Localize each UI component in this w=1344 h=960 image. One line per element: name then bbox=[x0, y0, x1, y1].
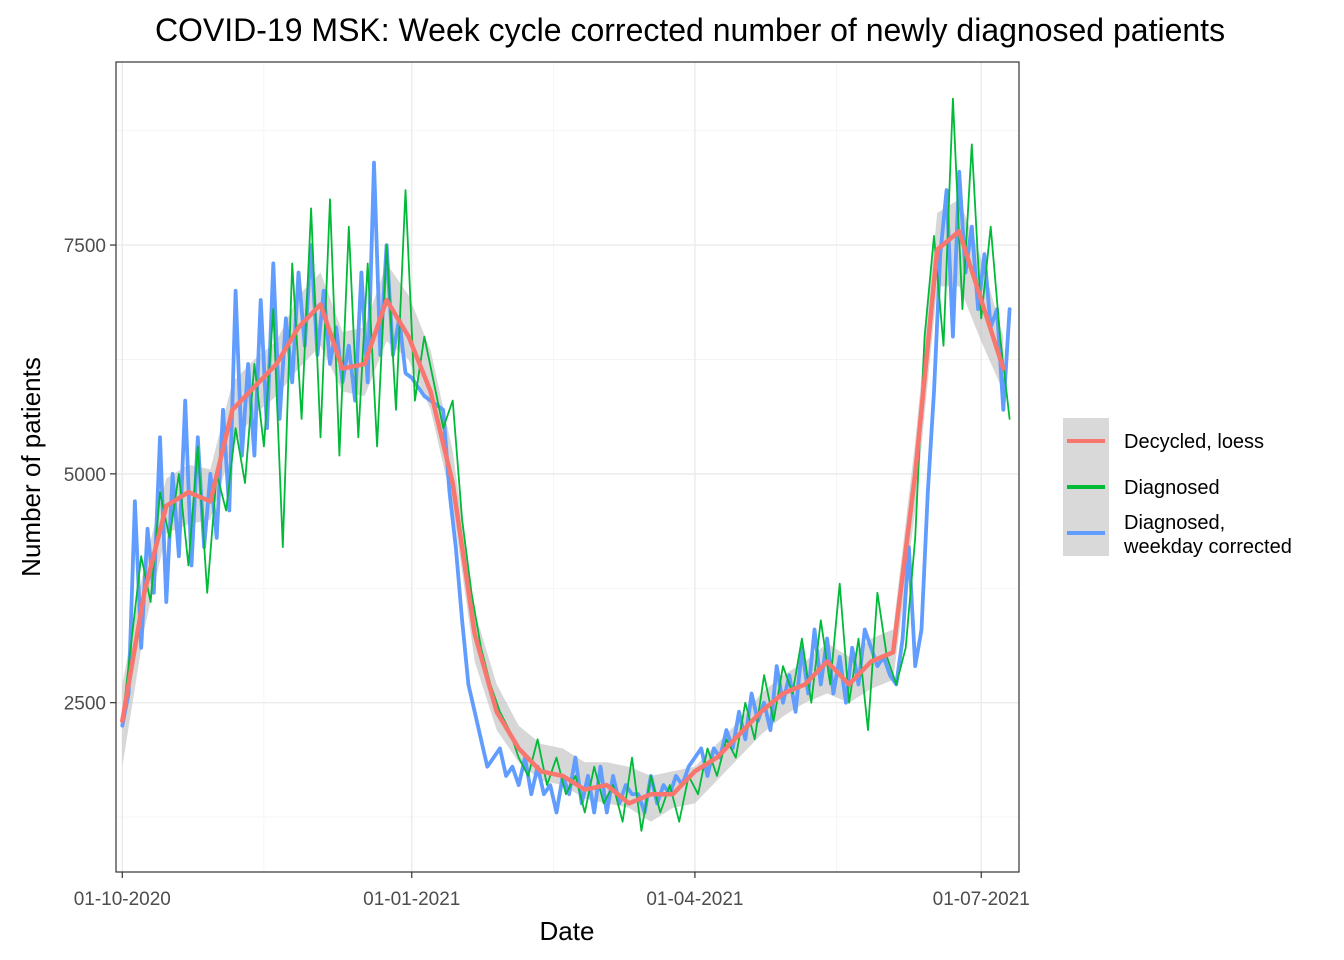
legend-label: weekday corrected bbox=[1123, 536, 1292, 558]
y-tick-label: 2500 bbox=[64, 694, 106, 715]
legend-item-diagnosed-weekday-corrected: Diagnosed,weekday corrected bbox=[1063, 510, 1292, 558]
legend-label: Diagnosed, bbox=[1124, 512, 1225, 534]
major-gridlines bbox=[116, 62, 1019, 872]
x-tick-label: 01-07-2021 bbox=[933, 889, 1030, 910]
loess-confidence-band bbox=[122, 199, 1004, 822]
series-lines bbox=[120, 97, 1012, 832]
x-tick-label: 01-04-2021 bbox=[646, 889, 743, 910]
legend: Decycled, loess Diagnosed Diagnosed,weekda… bbox=[1063, 418, 1292, 558]
x-axis-title: Date bbox=[540, 916, 595, 946]
legend-item-diagnosed: Diagnosed bbox=[1063, 464, 1220, 510]
y-tick-label: 5000 bbox=[64, 465, 106, 486]
y-axis-title: Number of patients bbox=[16, 357, 46, 577]
y-axis: 2500 5000 7500 bbox=[64, 236, 116, 715]
legend-label: Decycled, loess bbox=[1124, 431, 1264, 453]
legend-label: Diagnosed bbox=[1124, 477, 1220, 499]
chart-title: COVID-19 MSK: Week cycle corrected numbe… bbox=[155, 12, 1225, 48]
x-tick-label: 01-01-2021 bbox=[363, 889, 460, 910]
x-tick-label: 01-10-2020 bbox=[74, 889, 171, 910]
plot-border bbox=[115, 61, 1020, 873]
series-line-decycled-loess bbox=[120, 229, 1006, 806]
loess-band bbox=[122, 199, 1004, 822]
plot-panel bbox=[116, 62, 1019, 872]
legend-item-decycled-loess: Decycled, loess bbox=[1063, 418, 1264, 464]
x-axis: 01-10-2020 01-01-2021 01-04-2021 01-07-2021 bbox=[74, 872, 1030, 910]
y-tick-label: 7500 bbox=[64, 236, 106, 257]
